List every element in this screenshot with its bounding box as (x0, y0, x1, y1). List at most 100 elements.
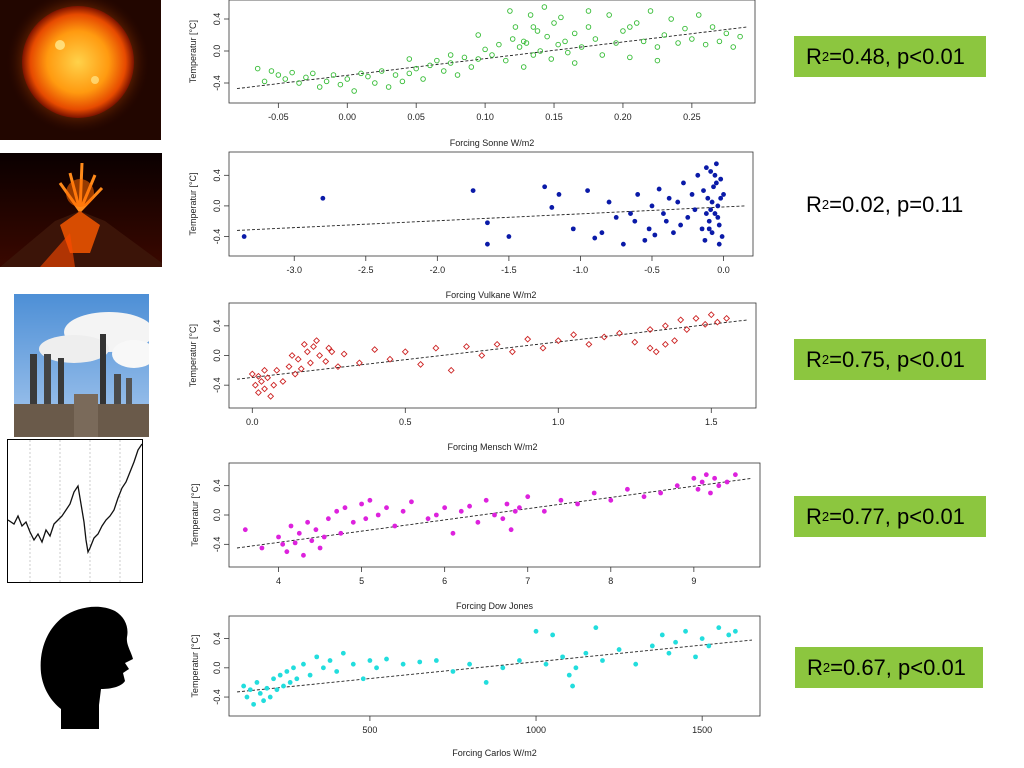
data-point (485, 241, 490, 247)
data-point (706, 218, 712, 224)
data-point (633, 20, 640, 26)
head-silhouette-image (21, 601, 133, 729)
data-point (508, 348, 516, 356)
y-axis-label: Temperatur [°C] (188, 172, 198, 235)
x-tick-label: 500 (362, 725, 377, 735)
data-point (463, 343, 470, 351)
data-point (378, 68, 385, 74)
y-tick-label: -0.4 (212, 229, 222, 245)
data-point (296, 530, 302, 536)
data-point (301, 661, 306, 667)
data-point (646, 326, 654, 333)
stat-text-sup: 2 (822, 660, 831, 675)
data-point (533, 628, 539, 634)
data-point (432, 344, 440, 352)
data-point (305, 519, 311, 525)
data-point (301, 552, 306, 558)
data-point (562, 38, 568, 45)
y-tick-label: 0.0 (212, 200, 222, 213)
trend-line (236, 639, 753, 693)
data-point (386, 355, 394, 363)
data-point (560, 654, 566, 660)
data-point (340, 650, 346, 656)
data-point (627, 54, 633, 61)
stat-label-carlos: R 2 =0.67, p<0.01 (795, 647, 983, 688)
data-point (627, 24, 633, 30)
data-point (483, 497, 489, 503)
data-point (549, 205, 555, 210)
data-point (259, 545, 265, 551)
x-axis-label: Forcing Vulkane W/m2 (446, 290, 537, 300)
data-point (703, 472, 709, 478)
data-point (661, 322, 669, 330)
trend-line (236, 26, 748, 90)
data-point (606, 199, 612, 205)
data-point (296, 80, 302, 86)
data-point (251, 381, 259, 389)
data-point (344, 76, 351, 82)
x-tick-label: -2.0 (430, 265, 446, 275)
data-point (450, 669, 456, 674)
data-point (571, 60, 578, 66)
data-point (708, 490, 713, 496)
data-point (671, 337, 678, 345)
data-point (703, 211, 709, 216)
data-point (427, 62, 433, 69)
data-point (327, 658, 333, 663)
x-axis-label: Forcing Carlos W/m2 (452, 748, 537, 758)
data-point (323, 78, 330, 85)
x-tick-label: -0.5 (644, 265, 660, 275)
x-tick-label: 0.25 (683, 112, 701, 122)
data-point (358, 70, 364, 77)
data-point (516, 44, 523, 50)
data-point (292, 540, 298, 546)
data-point (467, 503, 472, 509)
data-point (635, 192, 641, 197)
data-point (520, 38, 527, 45)
data-point (620, 241, 626, 247)
data-point (280, 541, 286, 547)
data-point (433, 512, 439, 518)
data-point (675, 40, 681, 46)
data-point (712, 475, 718, 481)
data-point (417, 659, 423, 665)
data-point (571, 30, 578, 37)
data-point (658, 490, 664, 496)
data-point (420, 76, 426, 82)
stat-text-r: R (807, 654, 823, 680)
x-tick-label: 1.0 (552, 417, 565, 427)
data-point (702, 237, 708, 243)
data-point (288, 352, 296, 359)
data-point (585, 8, 592, 14)
data-point (401, 348, 409, 356)
data-point (721, 192, 726, 197)
data-point (316, 352, 324, 359)
data-point (550, 632, 556, 638)
data-point (649, 643, 655, 649)
data-point (608, 497, 614, 503)
data-point (504, 501, 510, 507)
data-point (273, 366, 281, 374)
data-point (367, 497, 373, 503)
data-point (307, 359, 314, 367)
data-point (241, 683, 247, 689)
data-point (303, 74, 309, 81)
data-point (291, 370, 299, 378)
data-point (716, 222, 722, 228)
data-point (674, 483, 680, 489)
data-point (625, 486, 630, 492)
x-tick-label: -2.5 (358, 265, 374, 275)
data-point (458, 508, 464, 514)
data-point (715, 214, 721, 220)
y-tick-label: 0.0 (212, 509, 222, 522)
data-point (696, 12, 702, 18)
data-point (527, 12, 534, 18)
data-point (294, 355, 302, 363)
y-tick-label: 0.0 (212, 349, 222, 362)
data-point (482, 46, 488, 53)
data-point (616, 647, 622, 652)
data-point (632, 218, 638, 224)
x-tick-label: 9 (691, 576, 696, 586)
data-point (646, 344, 654, 352)
stat-label-volcano: R 2 =0.02, p=0.11 (794, 184, 986, 225)
